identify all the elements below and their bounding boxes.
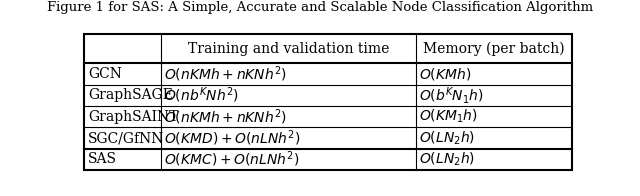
Text: $O(nKMh+nKNh^2)$: $O(nKMh+nKNh^2)$ — [164, 107, 287, 127]
Text: SGC/GfNN: SGC/GfNN — [88, 131, 164, 145]
Text: $O(nKMh+nKNh^2)$: $O(nKMh+nKNh^2)$ — [164, 64, 287, 84]
Text: GraphSAGE: GraphSAGE — [88, 88, 173, 102]
Text: $O(LN_2 h)$: $O(LN_2 h)$ — [419, 151, 475, 168]
Text: $O(nb^K Nh^2)$: $O(nb^K Nh^2)$ — [164, 86, 239, 105]
Text: $O(KMC)+O(nLNh^2)$: $O(KMC)+O(nLNh^2)$ — [164, 150, 300, 169]
Text: $O(KMh)$: $O(KMh)$ — [419, 66, 471, 82]
Text: $O(b^K N_1 h)$: $O(b^K N_1 h)$ — [419, 85, 484, 106]
Text: $O(KMD)+O(nLNh^2)$: $O(KMD)+O(nLNh^2)$ — [164, 128, 300, 148]
Text: $O(LN_2 h)$: $O(LN_2 h)$ — [419, 130, 475, 147]
Text: GCN: GCN — [88, 67, 122, 81]
Text: Figure 1 for SAS: A Simple, Accurate and Scalable Node Classification Algorithm: Figure 1 for SAS: A Simple, Accurate and… — [47, 1, 593, 14]
Text: GraphSAINT: GraphSAINT — [88, 110, 179, 124]
Text: Memory (per batch): Memory (per batch) — [423, 42, 564, 56]
Text: Training and validation time: Training and validation time — [188, 42, 389, 56]
Text: SAS: SAS — [88, 152, 117, 166]
Text: $O(KM_1 h)$: $O(KM_1 h)$ — [419, 108, 478, 125]
